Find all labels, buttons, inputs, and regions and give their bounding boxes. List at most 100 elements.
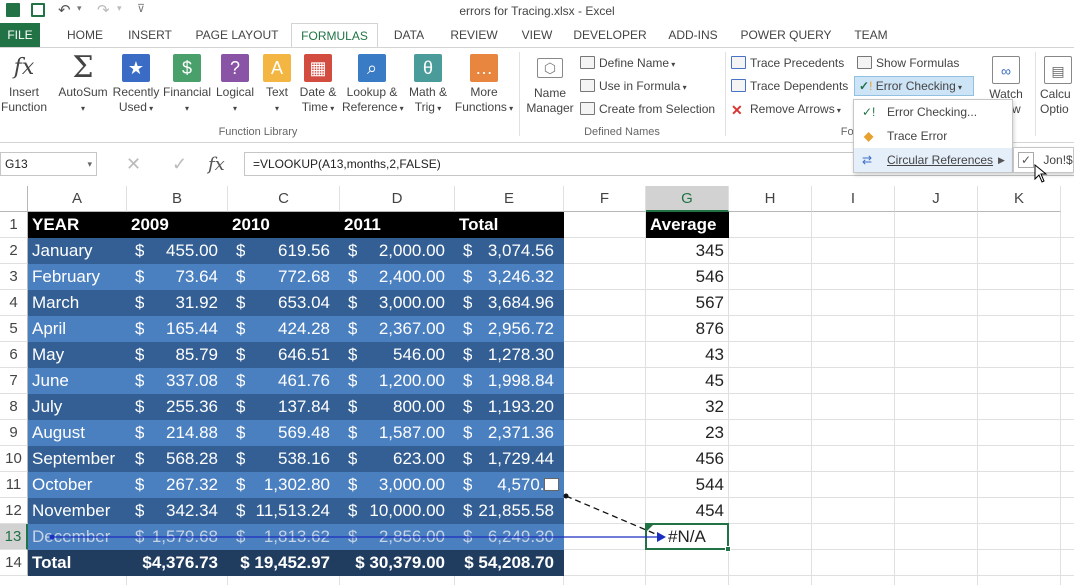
row-header-9[interactable]: 9 — [0, 420, 28, 446]
menu-item-trace-error[interactable]: ◆ Trace Error — [854, 124, 1012, 148]
error-checking-button[interactable]: ✓! Error Checking ▾ — [854, 76, 974, 96]
row-header-3[interactable]: 3 — [0, 264, 28, 290]
amount-cell[interactable]: 85.79 — [175, 345, 218, 364]
amount-cell[interactable]: 3,246.32 — [487, 267, 554, 286]
financial-button[interactable]: $ Financial ▾ — [162, 54, 212, 116]
average-cell[interactable]: 43 — [705, 345, 724, 364]
amount-cell[interactable]: 3,074.56 — [487, 241, 554, 260]
tab-view[interactable]: VIEW — [521, 28, 553, 42]
amount-cell[interactable]: 1,302.80 — [263, 475, 330, 494]
amount-cell[interactable]: 2,000.00 — [378, 241, 445, 260]
amount-cell[interactable]: 569.48 — [278, 423, 330, 442]
row-header-2[interactable]: 2 — [0, 238, 28, 264]
column-header-f[interactable]: F — [564, 186, 646, 212]
month-cell[interactable]: November — [32, 501, 111, 520]
row-header-5[interactable]: 5 — [0, 316, 28, 342]
amount-cell[interactable]: 623.00 — [393, 449, 445, 468]
row-header-14[interactable]: 14 — [0, 550, 28, 576]
amount-cell[interactable]: 2,371.36 — [487, 423, 554, 442]
amount-cell[interactable]: 3,000.00 — [378, 475, 445, 494]
amount-cell[interactable]: 1,193.20 — [487, 397, 554, 416]
amount-cell[interactable]: 772.68 — [278, 267, 330, 286]
column-header-b[interactable]: B — [127, 186, 228, 212]
row-header-10[interactable]: 10 — [0, 446, 28, 472]
row-header-7[interactable]: 7 — [0, 368, 28, 394]
recently-used-button[interactable]: ★ Recently Used ▾ — [112, 54, 160, 116]
row-header-11[interactable]: 11 — [0, 472, 28, 498]
tab-data[interactable]: DATA — [393, 28, 425, 42]
month-cell[interactable]: April — [32, 319, 67, 338]
column-header-a[interactable]: A — [28, 186, 127, 212]
tab-add-ins[interactable]: ADD-INS — [668, 28, 718, 42]
fx-insert-function-icon[interactable]: fx — [208, 154, 225, 175]
average-cell[interactable]: 45 — [705, 371, 724, 390]
logical-button[interactable]: ? Logical ▾ — [212, 54, 258, 116]
amount-cell[interactable]: 11,513.24 — [255, 501, 330, 520]
row-header-1[interactable]: 1 — [0, 212, 28, 238]
amount-cell[interactable]: 1,587.00 — [378, 423, 445, 442]
lookup-reference-button[interactable]: ⌕ Lookup & Reference ▾ — [342, 54, 404, 116]
enter-icon[interactable]: ✓ — [172, 154, 188, 174]
amount-cell[interactable]: 255.36 — [166, 397, 218, 416]
tab-insert[interactable]: INSERT — [128, 28, 172, 42]
row-header-12[interactable]: 12 — [0, 498, 28, 524]
amount-cell[interactable]: 546.00 — [393, 345, 445, 364]
month-cell[interactable]: March — [32, 293, 80, 312]
calculation-options-button[interactable]: ▤ Calcu Optio — [1040, 56, 1074, 117]
amount-cell[interactable]: 1,729.44 — [487, 449, 554, 468]
amount-cell[interactable]: 1,998.84 — [487, 371, 554, 390]
amount-cell[interactable]: 21,855.58 — [478, 501, 554, 520]
menu-item-circular-references[interactable]: ⇄ Circular References ▶ — [854, 148, 1012, 172]
amount-cell[interactable]: 455.00 — [166, 241, 218, 260]
undo-icon[interactable]: ↶ — [58, 2, 71, 19]
month-cell[interactable]: August — [32, 423, 85, 442]
autosum-button[interactable]: Σ AutoSum ▾ — [58, 50, 108, 114]
average-cell[interactable]: 456 — [695, 449, 724, 468]
amount-cell[interactable]: 31.92 — [175, 293, 218, 312]
amount-cell[interactable]: 3,000.00 — [378, 293, 445, 312]
column-header-j[interactable]: J — [895, 186, 978, 212]
tab-home[interactable]: HOME — [67, 28, 103, 42]
table-range-icon[interactable] — [544, 478, 559, 491]
undo-dropdown-icon[interactable]: ▾ — [77, 3, 82, 13]
amount-cell[interactable]: 165.44 — [166, 319, 218, 338]
use-in-formula-button[interactable]: Use in Formula ▾ — [580, 78, 687, 96]
tab-file[interactable]: FILE — [0, 23, 40, 47]
tab-developer[interactable]: DEVELOPER — [573, 28, 647, 42]
average-cell[interactable]: 454 — [695, 501, 724, 520]
cancel-icon[interactable]: ✕ — [126, 154, 142, 174]
menu-item-error-checking[interactable]: ✓! Error Checking... — [854, 100, 1012, 124]
average-cell[interactable]: 32 — [705, 397, 724, 416]
amount-cell[interactable]: 568.28 — [166, 449, 218, 468]
tab-page-layout[interactable]: PAGE LAYOUT — [195, 28, 279, 42]
more-functions-button[interactable]: … More Functions ▾ — [454, 54, 514, 116]
amount-cell[interactable]: 2,367.00 — [378, 319, 445, 338]
name-manager-button[interactable]: ⬡ Name Manager — [526, 58, 574, 115]
amount-cell[interactable]: 337.08 — [166, 371, 218, 390]
row-header-4[interactable]: 4 — [0, 290, 28, 316]
column-header-k[interactable]: K — [978, 186, 1061, 212]
show-formulas-button[interactable]: Show Formulas — [857, 55, 959, 71]
trace-dependents-button[interactable]: Trace Dependents — [731, 78, 848, 94]
tab-team[interactable]: TEAM — [854, 28, 888, 42]
amount-cell[interactable]: 2,400.00 — [378, 267, 445, 286]
amount-cell[interactable]: 214.88 — [166, 423, 218, 442]
redo-icon[interactable]: ↷ — [97, 2, 110, 19]
amount-cell[interactable]: 4,570.1 — [497, 475, 554, 494]
formula-input[interactable]: =VLOOKUP(A13,months,2,FALSE) — [244, 152, 1074, 176]
redo-dropdown-icon[interactable]: ▾ — [117, 3, 122, 13]
tab-power-query[interactable]: POWER QUERY — [740, 28, 832, 42]
column-header-g[interactable]: G — [646, 186, 729, 212]
math-trig-button[interactable]: θ Math & Trig ▾ — [404, 54, 452, 116]
amount-cell[interactable]: 3,684.96 — [487, 293, 554, 312]
month-cell[interactable]: July — [32, 397, 63, 416]
amount-cell[interactable]: 1,200.00 — [378, 371, 445, 390]
amount-cell[interactable]: 342.34 — [166, 501, 218, 520]
column-header-c[interactable]: C — [228, 186, 340, 212]
amount-cell[interactable]: 2,956.72 — [487, 319, 554, 338]
amount-cell[interactable]: 653.04 — [278, 293, 330, 312]
text-button[interactable]: A Text ▾ — [260, 54, 294, 116]
month-cell[interactable]: May — [32, 345, 65, 364]
column-header-h[interactable]: H — [729, 186, 812, 212]
